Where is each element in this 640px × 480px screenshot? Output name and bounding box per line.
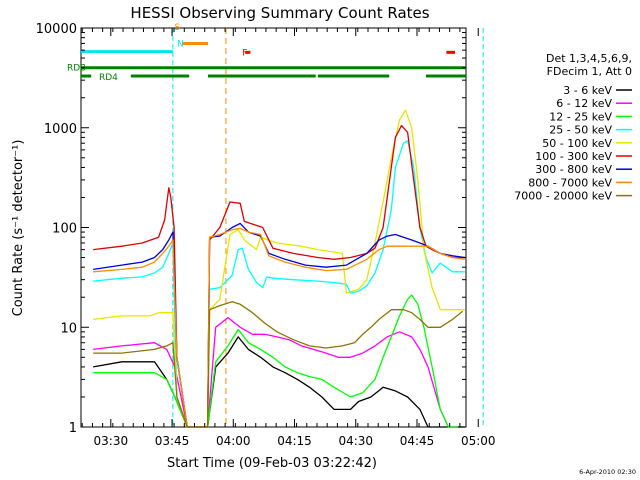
rd4-label: RD4 xyxy=(99,73,118,83)
legend-header-1: FDecim 1, Att 0 xyxy=(547,65,632,78)
x-tick-label-2: 04:00 xyxy=(216,434,251,448)
legend: Det 1,3,4,5,6,9,FDecim 1, Att 0 3 - 6 keV… xyxy=(514,52,632,203)
series-line-8 xyxy=(93,301,464,428)
series-line-5 xyxy=(93,124,465,428)
legend-label-7: 800 - 7000 keV xyxy=(528,176,612,189)
vertical-markers xyxy=(172,28,484,427)
legend-label-1: 6 - 12 keV xyxy=(556,97,612,110)
y-tick-label-3: 1000 xyxy=(44,122,77,137)
x-tick-label-1: 03:45 xyxy=(155,434,190,448)
legend-label-0: 3 - 6 keV xyxy=(563,84,612,97)
legend-label-8: 7000 - 20000 keV xyxy=(514,190,612,203)
x-axis-label: Start Time (09-Feb-03 03:22:42) xyxy=(167,456,377,471)
y-tick-label-2: 100 xyxy=(52,222,77,237)
timestamp: 6-Apr-2010 02:30 xyxy=(579,468,636,476)
f-label: F xyxy=(242,48,247,58)
series-line-1 xyxy=(93,316,465,428)
legend-label-6: 300 - 800 keV xyxy=(535,163,612,176)
y-axis: 1 10 100 1000 10000 xyxy=(36,22,466,436)
y-tick-label-1: 10 xyxy=(60,321,77,336)
y-tick-label-4: 10000 xyxy=(36,22,77,37)
legend-label-2: 12 - 25 keV xyxy=(549,110,612,123)
flag-bars: RD8 RD4 SN F xyxy=(67,23,466,83)
rd8-label: RD8 xyxy=(67,64,86,74)
legend-label-4: 50 - 100 keV xyxy=(542,137,612,150)
legend-header-0: Det 1,3,4,5,6,9, xyxy=(546,52,632,65)
x-tick-label-3: 04:15 xyxy=(277,434,312,448)
x-tick-label-0: 03:30 xyxy=(94,434,129,448)
series-line-7 xyxy=(93,227,465,428)
chart-title: HESSI Observing Summary Count Rates xyxy=(130,4,429,22)
y-tick-label-0: 1 xyxy=(69,421,77,436)
s-label: S xyxy=(174,23,180,33)
x-tick-label-4: 04:30 xyxy=(338,434,373,448)
legend-label-5: 100 - 300 keV xyxy=(535,150,612,163)
n-label: N xyxy=(177,40,184,50)
x-axis: 03:30 03:45 04:00 04:15 04:30 04:45 05:00 xyxy=(81,28,496,448)
series-layer xyxy=(93,109,465,428)
y-axis-label: Count Rate (s⁻¹ detector⁻¹) xyxy=(11,140,26,317)
x-tick-label-6: 05:00 xyxy=(461,434,496,448)
x-tick-label-5: 04:45 xyxy=(400,434,435,448)
legend-label-3: 25 - 50 keV xyxy=(549,124,612,137)
